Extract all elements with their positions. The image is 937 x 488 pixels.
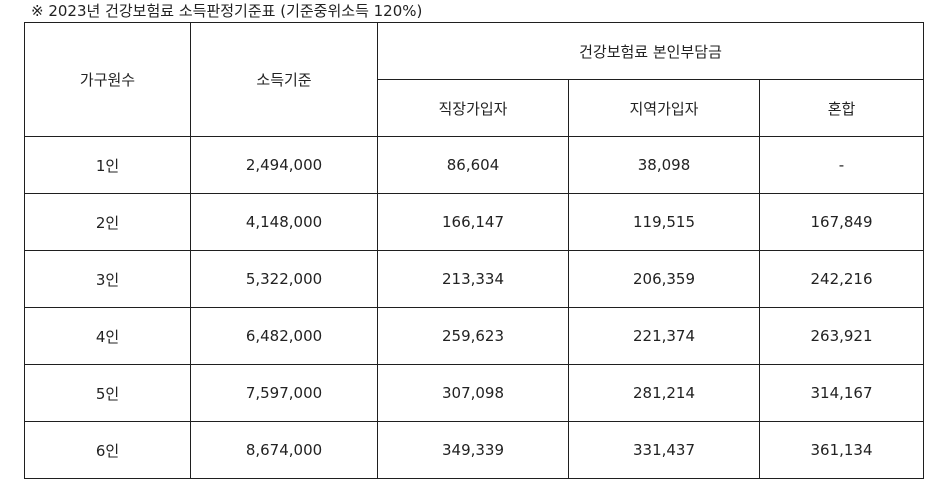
- table-caption: ※ 2023년 건강보험료 소득판정기준표 (기준중위소득 120%): [31, 2, 423, 20]
- income-criteria-table: 가구원수 소득기준 건강보험료 본인부담금 직장가입자 지역가입자 혼합 1인 …: [24, 22, 925, 479]
- cell-income: 6,482,000: [190, 307, 378, 365]
- cell-regional: 331,437: [568, 421, 760, 479]
- header-income-standard: 소득기준: [190, 22, 378, 137]
- table-row: 2인 4,148,000 166,147 119,515 167,849: [24, 193, 925, 251]
- cell-income: 8,674,000: [190, 421, 378, 479]
- table-row: 1인 2,494,000 86,604 38,098 -: [24, 136, 925, 194]
- cell-household: 5인: [24, 364, 191, 422]
- cell-household: 3인: [24, 250, 191, 308]
- cell-regional: 206,359: [568, 250, 760, 308]
- cell-income: 5,322,000: [190, 250, 378, 308]
- cell-household: 1인: [24, 136, 191, 194]
- cell-mixed: 167,849: [758, 193, 925, 251]
- cell-employee: 166,147: [377, 193, 569, 251]
- cell-employee: 259,623: [377, 307, 569, 365]
- cell-employee: 213,334: [377, 250, 569, 308]
- table-row: 6인 8,674,000 349,339 331,437 361,134: [24, 421, 925, 479]
- cell-income: 4,148,000: [190, 193, 378, 251]
- cell-regional: 221,374: [568, 307, 760, 365]
- cell-employee: 86,604: [377, 136, 569, 194]
- cell-household: 6인: [24, 421, 191, 479]
- cell-household: 4인: [24, 307, 191, 365]
- cell-income: 7,597,000: [190, 364, 378, 422]
- header-household-count: 가구원수: [24, 22, 191, 137]
- header-row-top: 가구원수 소득기준 건강보험료 본인부담금: [24, 22, 925, 137]
- header-regional: 지역가입자: [568, 79, 760, 137]
- cell-mixed: 263,921: [758, 307, 925, 365]
- cell-mixed: 314,167: [758, 364, 925, 422]
- table-row: 3인 5,322,000 213,334 206,359 242,216: [24, 250, 925, 308]
- cell-mixed: -: [758, 136, 925, 194]
- header-premium-group: 건강보험료 본인부담금: [376, 22, 925, 80]
- cell-regional: 281,214: [568, 364, 760, 422]
- cell-income: 2,494,000: [190, 136, 378, 194]
- cell-employee: 307,098: [377, 364, 569, 422]
- cell-employee: 349,339: [377, 421, 569, 479]
- cell-household: 2인: [24, 193, 191, 251]
- cell-regional: 38,098: [568, 136, 760, 194]
- cell-mixed: 242,216: [758, 250, 925, 308]
- header-row-sub: 직장가입자 지역가입자 혼합: [25, 79, 925, 137]
- cell-mixed: 361,134: [758, 421, 925, 479]
- header-employee: 직장가입자: [377, 79, 569, 137]
- header-mixed: 혼합: [758, 79, 925, 137]
- table-row: 4인 6,482,000 259,623 221,374 263,921: [24, 307, 925, 365]
- cell-regional: 119,515: [568, 193, 760, 251]
- table-row: 5인 7,597,000 307,098 281,214 314,167: [24, 364, 925, 422]
